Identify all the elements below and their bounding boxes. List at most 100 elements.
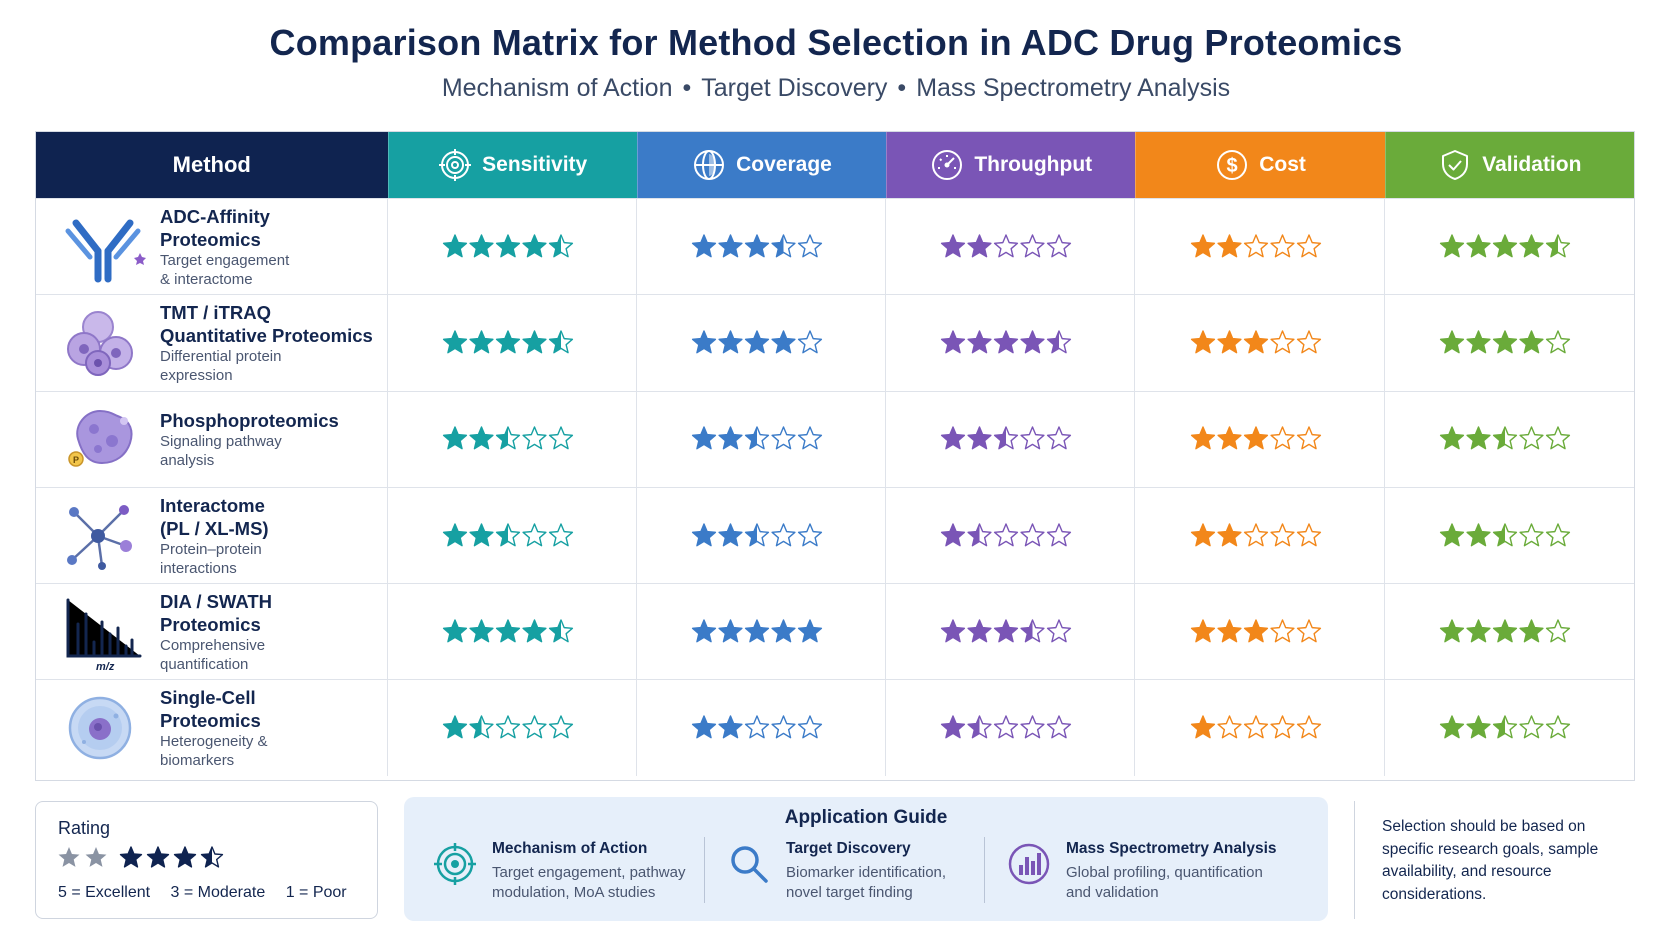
header-validation: Validation [1384, 132, 1634, 198]
guide-item-description: Biomarker identification, novel target fi… [786, 863, 946, 903]
rating-cell-validation [1385, 680, 1634, 775]
star-filled [469, 234, 493, 257]
rating-cell-throughput [886, 584, 1136, 680]
star-outline [1269, 619, 1295, 643]
rating-title: Rating [58, 818, 111, 838]
star-filled [1440, 234, 1464, 257]
star-filled [1440, 523, 1464, 546]
star-filled [1217, 330, 1241, 353]
star-filled [1520, 234, 1544, 257]
star-outline [1269, 426, 1295, 450]
star-rating [442, 619, 573, 643]
header-label: Sensitivity [482, 153, 588, 176]
method-row-interactome: Interactome (PL / XL-MS) Protein–protein… [36, 486, 1634, 584]
star-filled [443, 427, 467, 449]
star-outline [1047, 619, 1072, 643]
star-filled [469, 330, 493, 353]
star-filled [692, 330, 716, 353]
method-description: Protein–protein [160, 540, 262, 558]
star-outline [1519, 426, 1544, 450]
star-outline [744, 715, 770, 739]
star-half [1493, 427, 1506, 449]
star-rating [442, 426, 573, 450]
gauge-icon [932, 150, 963, 180]
star-half [201, 847, 212, 867]
star-outline [771, 426, 796, 450]
star-filled [522, 330, 546, 353]
star-filled [443, 330, 467, 353]
star-filled [798, 619, 822, 642]
antibody-icon [65, 219, 146, 283]
selection-note: Selection should be based on specific re… [1382, 818, 1599, 903]
svg-text:P: P [73, 455, 79, 465]
star-filled [994, 619, 1018, 642]
star-filled [1493, 619, 1517, 642]
method-name-line2: Proteomics [160, 228, 261, 250]
method-cell: TMT / iTRAQ Quantitative Proteomics Diff… [36, 295, 388, 391]
guide-item-title: Mass Spectrometry Analysis [1066, 840, 1277, 857]
rating-cell-cost [1135, 487, 1385, 584]
star-outline [1047, 426, 1072, 450]
method-description-line2: expression [160, 366, 233, 384]
star-half [549, 330, 561, 353]
method-description: Comprehensive [160, 636, 266, 654]
svg-text:$: $ [1227, 155, 1238, 177]
rating-cell-coverage [637, 680, 887, 776]
star-filled [692, 619, 716, 642]
star-outline [994, 715, 1019, 739]
method-name: ADC-Affinity [160, 205, 270, 227]
star-outline [548, 715, 573, 739]
star-outline [495, 715, 520, 739]
star-outline [1546, 522, 1571, 546]
star-filled [1467, 619, 1491, 642]
star-filled [968, 427, 992, 449]
star-filled [522, 619, 546, 642]
guide-divider [704, 837, 705, 903]
rating-cell-validation [1385, 488, 1634, 583]
star-outline [797, 233, 823, 258]
rating-cell-coverage [637, 487, 887, 584]
shield-check-icon [1442, 150, 1469, 180]
star-filled [469, 619, 493, 642]
star-filled [1191, 330, 1214, 353]
rating-legend-excellent: 5 = Excellent [58, 884, 151, 901]
subtitle-separator: • [682, 74, 692, 102]
rating-example-stars [119, 846, 224, 868]
star-filled [692, 523, 716, 546]
star-outline [1020, 522, 1045, 546]
star-filled [941, 716, 965, 738]
method-description-line2: interactions [160, 559, 237, 577]
header-throughput: Throughput [886, 132, 1136, 198]
star-filled [1440, 716, 1464, 738]
star-filled [469, 427, 493, 449]
method-name-line2: Proteomics [160, 710, 261, 732]
star-filled [1217, 619, 1241, 642]
star-filled [147, 847, 169, 867]
rating-cell-sensitivity [388, 391, 637, 487]
star-outline [1216, 715, 1242, 739]
header-cost: $ Cost [1135, 132, 1385, 198]
rating-cell-validation [1385, 295, 1634, 390]
star-filled [719, 234, 742, 257]
star-filled [443, 619, 467, 642]
guide-item-text: Mechanism of Action Target engagement, p… [492, 839, 685, 911]
star-rating [941, 619, 1072, 643]
star-half [1021, 619, 1033, 642]
target-icon [434, 843, 476, 885]
rating-cell-validation [1385, 199, 1634, 294]
star-rating [1440, 522, 1571, 546]
spectrum-icon: m/z [66, 598, 142, 672]
star-half [1493, 716, 1506, 738]
star-filled [941, 330, 965, 353]
magnifier-icon [731, 846, 768, 883]
subtitle-ms-analysis: Mass Spectrometry Analysis [916, 74, 1231, 102]
star-outline [797, 426, 823, 450]
rating-cell-coverage [637, 199, 887, 295]
page-title: Comparison Matrix for Method Selection i… [269, 22, 1403, 63]
application-guide: Application Guide Mechanism of Action Ta… [404, 797, 1328, 921]
page-subtitle: Mechanism of Action • Target Discovery • Mas… [0, 74, 1672, 103]
rating-legend-poor: 1 = Poor [285, 884, 347, 901]
star-outline [1047, 233, 1072, 258]
rating-cell-cost [1135, 199, 1385, 295]
star-half [1047, 330, 1060, 353]
